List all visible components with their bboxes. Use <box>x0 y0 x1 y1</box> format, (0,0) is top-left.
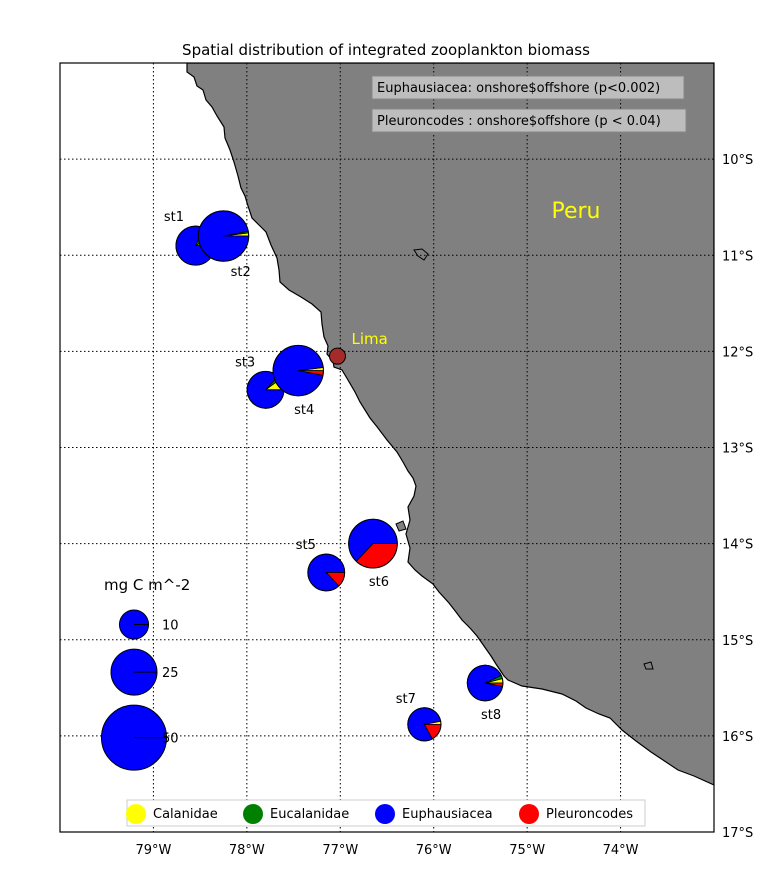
y-tick-label: 12°S <box>722 345 753 360</box>
island <box>395 520 407 532</box>
pie-outline <box>407 707 442 742</box>
pie-outline <box>272 344 324 397</box>
legend-marker-calanidae <box>126 804 146 824</box>
station-pies: st1 st2 st3 st4 st5 st6 st7 st8 <box>164 210 504 742</box>
city-marker <box>328 347 346 365</box>
y-tick-label: 14°S <box>722 538 753 553</box>
station-st5: st5 <box>296 538 346 592</box>
size-legend-label: 25 <box>162 666 179 681</box>
station-label: st2 <box>231 265 251 280</box>
x-tick-label: 77°W <box>322 843 358 858</box>
legend-label-calanidae: Calanidae <box>153 807 218 822</box>
y-tick-label: 15°S <box>722 634 753 649</box>
y-tick-label: 11°S <box>722 249 753 264</box>
y-tick-label: 16°S <box>722 730 753 745</box>
legend-marker-euphausiacea <box>375 804 395 824</box>
station-label: st5 <box>296 538 316 553</box>
station-st2: st2 <box>197 210 251 280</box>
station-label: st6 <box>369 575 389 590</box>
axis-ticks: 79°W 78°W 77°W 76°W 75°W 74°W 10°S 11°S 12°S 13°S… <box>135 153 753 858</box>
y-tick-label: 17°S <box>722 826 753 841</box>
plot-frame <box>59 62 715 833</box>
size-legend: mg C m^-2 10 25 50 <box>100 576 190 771</box>
station-st8: st8 <box>466 664 504 723</box>
island <box>643 661 654 670</box>
station-label: st8 <box>481 708 501 723</box>
size-legend-label: 50 <box>162 732 179 747</box>
x-tick-label: 79°W <box>135 843 171 858</box>
graticule <box>60 63 714 832</box>
legend-marker-eucalanidae <box>243 804 263 824</box>
x-tick-label: 74°W <box>603 843 639 858</box>
size-legend-title: mg C m^-2 <box>104 576 190 594</box>
x-tick-label: 76°W <box>416 843 452 858</box>
station-st6: st6 <box>348 518 398 590</box>
station-st4: st4 <box>272 344 324 418</box>
x-tick-label: 78°W <box>229 843 265 858</box>
station-label: st3 <box>235 355 255 370</box>
pie-outline <box>348 518 398 569</box>
station-label: st7 <box>396 692 416 707</box>
annotation-text-1: Euphausiacea: onshore$offshore (p<0.002) <box>377 81 660 96</box>
country-label: Peru <box>551 199 600 224</box>
annotation-box-2: Pleuroncodes : onshore$offshore (p < 0.0… <box>371 108 687 133</box>
annotation-text-2: Pleuroncodes : onshore$offshore (p < 0.0… <box>377 114 661 129</box>
peru-landmass <box>186 63 714 786</box>
legend-label-pleuroncodes: Pleuroncodes <box>546 807 633 822</box>
group-legend: Calanidae Eucalanidae Euphausiacea Pleuronc… <box>126 799 646 827</box>
legend-marker-pleuroncodes <box>519 804 539 824</box>
pie-outline <box>307 553 346 592</box>
station-label: st4 <box>294 403 314 418</box>
y-tick-label: 10°S <box>722 153 753 168</box>
annotation-box-1: Euphausiacea: onshore$offshore (p<0.002) <box>371 75 685 100</box>
y-tick-label: 13°S <box>722 442 753 457</box>
legend-label-eucalanidae: Eucalanidae <box>270 807 349 822</box>
pie-outline <box>197 210 250 262</box>
city-label: Lima <box>351 330 387 348</box>
x-tick-label: 75°W <box>509 843 545 858</box>
station-st7: st7 <box>396 692 442 742</box>
plot-area <box>60 63 714 832</box>
city-lima: Lima <box>328 330 388 365</box>
map-title: Spatial distribution of integrated zoopl… <box>182 41 590 59</box>
station-label: st1 <box>164 210 184 225</box>
size-legend-label: 10 <box>162 619 179 634</box>
pie-outline <box>466 664 504 702</box>
legend-label-euphausiacea: Euphausiacea <box>402 807 493 822</box>
